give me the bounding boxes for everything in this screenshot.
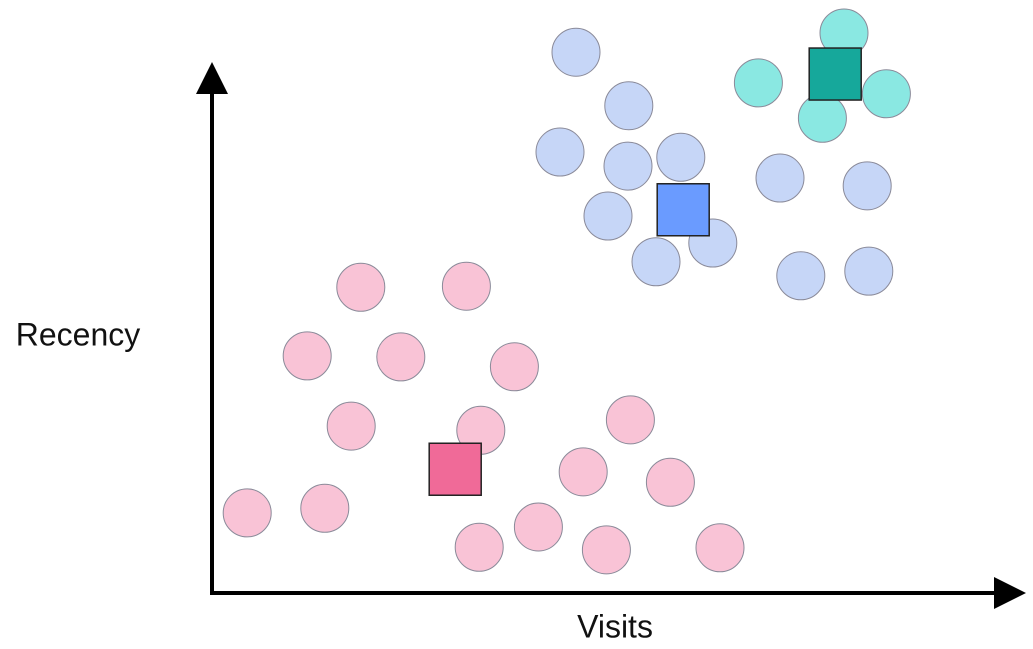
point	[222, 488, 272, 538]
point	[513, 502, 563, 552]
point	[604, 81, 654, 131]
point	[844, 246, 894, 296]
point	[326, 401, 376, 451]
point	[733, 58, 783, 108]
point	[454, 522, 504, 572]
x-axis-label: Visits	[577, 608, 653, 644]
point	[583, 191, 633, 241]
point	[797, 93, 847, 143]
point	[656, 132, 706, 182]
point	[842, 161, 892, 211]
centroid	[656, 183, 710, 237]
centroid	[808, 47, 862, 101]
point	[603, 141, 653, 191]
point	[776, 251, 826, 301]
point	[376, 332, 426, 382]
point	[441, 261, 491, 311]
point	[605, 395, 655, 445]
y-axis-label: Recency	[16, 316, 141, 352]
point	[755, 153, 805, 203]
point	[631, 237, 681, 287]
point	[581, 525, 631, 575]
point	[282, 331, 332, 381]
point	[336, 262, 386, 312]
point	[535, 127, 585, 177]
point	[861, 69, 911, 119]
point	[645, 457, 695, 507]
point	[558, 447, 608, 497]
centroid	[428, 442, 482, 496]
point	[551, 27, 601, 77]
point	[489, 342, 539, 392]
point	[695, 523, 745, 573]
point	[300, 483, 350, 533]
